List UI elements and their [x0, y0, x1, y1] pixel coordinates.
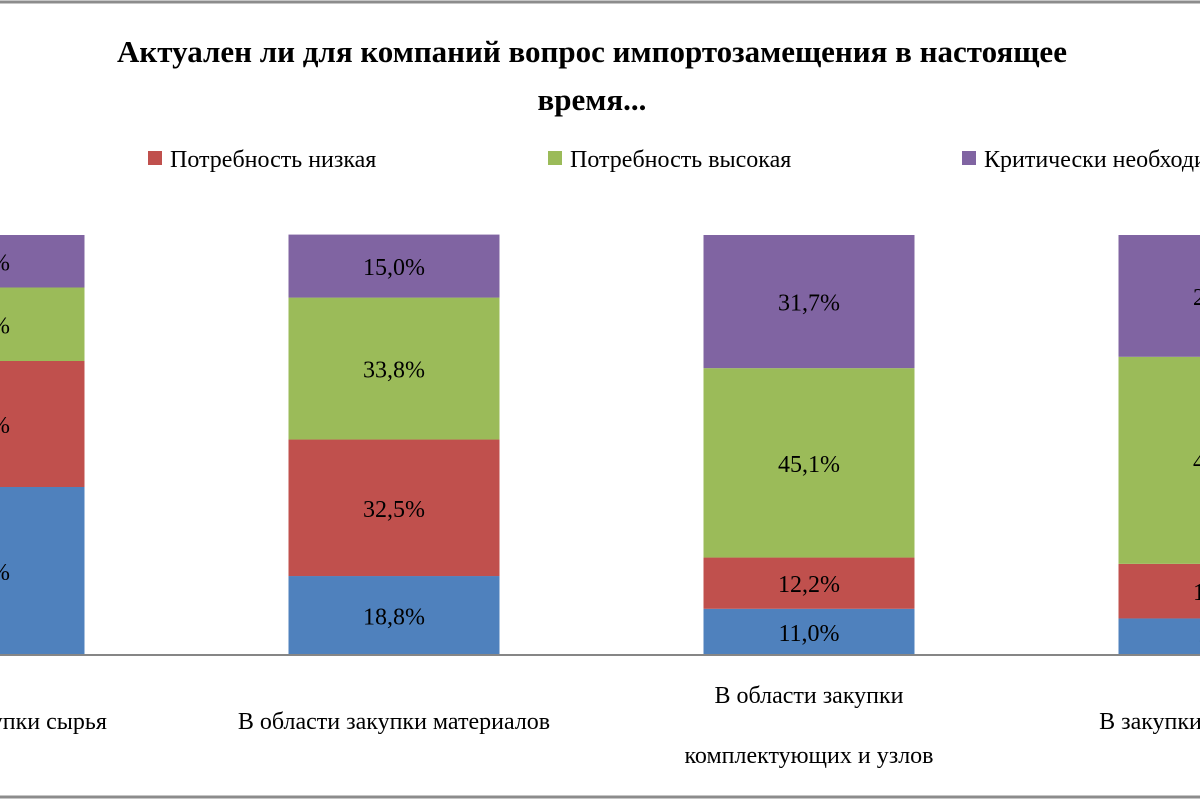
- data-label-0-2: 17,5%: [0, 313, 10, 339]
- category-label-0: В области закупки сырья: [0, 709, 107, 735]
- category-label-2: комплектующих и узлов: [684, 743, 933, 769]
- data-label-0-1: 30,0%: [0, 413, 10, 439]
- data-label-2-2: 45,1%: [778, 452, 840, 478]
- data-label-2-0: 11,0%: [778, 621, 839, 647]
- data-label-0-3: 12,5%: [0, 250, 10, 276]
- legend-marker-3: [962, 151, 976, 165]
- legend-label-3: Критически необходимо: [984, 147, 1200, 173]
- legend-marker-2: [548, 151, 562, 165]
- bar-segment-0-1: [0, 361, 85, 487]
- data-label-2-3: 31,7%: [778, 291, 840, 317]
- bar-segment-2-2: [703, 368, 915, 558]
- data-label-0-0: 40,0%: [0, 560, 10, 586]
- bar-segment-3-0: [1118, 618, 1200, 655]
- category-label-3: В закупки оборудования: [1099, 709, 1200, 735]
- bar-segment-1-1: [288, 439, 500, 577]
- bar-segment-2-1: [703, 557, 915, 609]
- bar-segment-2-0: [703, 608, 915, 655]
- data-label-1-2: 33,8%: [363, 358, 425, 384]
- bar-segment-0-0: [0, 487, 85, 655]
- data-label-1-1: 32,5%: [363, 497, 425, 523]
- data-label-2-1: 12,2%: [778, 572, 840, 598]
- data-label-1-3: 15,0%: [363, 255, 425, 281]
- bar-segment-3-1: [1118, 563, 1200, 619]
- bar-segment-1-0: [288, 576, 500, 655]
- category-labels: В области закупки сырья В области закупки…: [0, 683, 1200, 769]
- bar-segment-2-3: [703, 235, 915, 369]
- bar-segment-3-2: [1118, 356, 1200, 564]
- bar-segment-1-3: [288, 234, 500, 298]
- chart-title-line-1: Актуален ли для компаний вопрос импортоз…: [117, 34, 1067, 69]
- bar-segment-0-2: [0, 287, 85, 361]
- bar-segment-1-2: [288, 297, 500, 440]
- bar-segment-0-3: [0, 235, 85, 288]
- legend: Не актуаленПотребность низкаяПотребность…: [148, 147, 1200, 173]
- bar-segment-3-3: [1118, 235, 1200, 357]
- category-label-1: В области закупки материалов: [238, 709, 550, 735]
- legend-marker-1: [148, 151, 162, 165]
- data-label-1-0: 18,8%: [363, 605, 425, 631]
- bars: 40,0% 30,0% 17,5% 12,5% 18,8% 32,5% 33,8% 15,0%…: [0, 234, 1200, 655]
- data-label-3-1: 13,0%: [1193, 580, 1200, 606]
- category-label-2: В области закупки: [714, 683, 903, 709]
- data-label-3-3: 29,0%: [1193, 285, 1200, 311]
- data-label-3-2: 49,3%: [1193, 449, 1200, 475]
- chart-title-line-2: время...: [538, 82, 647, 117]
- legend-label-1: Потребность низкая: [170, 147, 376, 173]
- legend-label-2: Потребность высокая: [570, 147, 791, 173]
